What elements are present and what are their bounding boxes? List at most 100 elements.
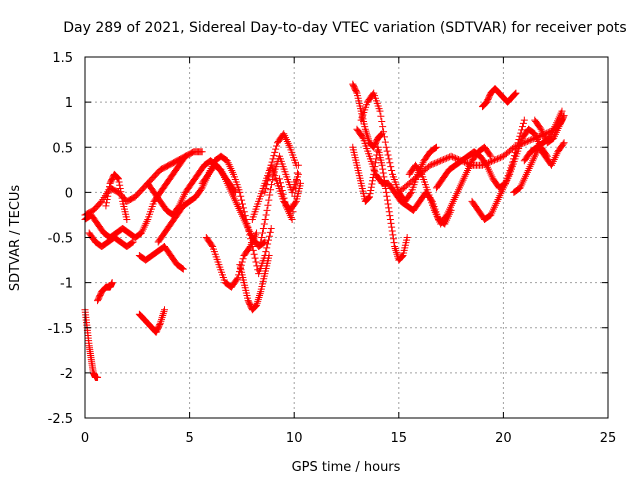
data-point — [558, 107, 566, 115]
data-point — [464, 159, 472, 167]
data-point — [443, 154, 451, 162]
series-sat-r — [349, 80, 386, 151]
data-point — [116, 181, 124, 189]
data-point — [158, 313, 166, 321]
data-point — [519, 123, 527, 131]
data-point — [465, 160, 473, 168]
data-point — [127, 239, 135, 247]
data-point — [178, 264, 186, 272]
data-point — [256, 290, 264, 298]
data-point — [380, 173, 388, 181]
data-point — [367, 186, 375, 194]
data-point — [160, 308, 168, 316]
data-point — [114, 174, 122, 182]
data-point — [383, 196, 391, 204]
data-point — [358, 133, 366, 141]
data-point — [525, 137, 533, 145]
x-tick-label: 0 — [81, 431, 89, 446]
data-point — [108, 279, 116, 287]
data-point — [382, 143, 390, 151]
data-point — [392, 248, 400, 256]
data-point — [103, 199, 111, 207]
data-point — [293, 169, 301, 177]
data-point — [118, 194, 126, 202]
data-point — [260, 220, 268, 228]
data-point — [368, 180, 376, 188]
data-point — [398, 253, 406, 261]
data-point — [260, 239, 268, 247]
data-point — [247, 235, 255, 243]
data-point — [246, 231, 254, 239]
data-point — [248, 243, 256, 251]
data-point — [259, 224, 267, 232]
y-tick-label: -0.5 — [48, 232, 73, 247]
data-point — [272, 145, 280, 153]
x-tick-label: 10 — [286, 431, 303, 446]
data-point — [264, 236, 272, 244]
data-point — [383, 147, 391, 155]
data-point — [382, 188, 390, 196]
data-point — [450, 154, 458, 162]
series-sat-bb — [510, 139, 568, 196]
series-sat-j — [154, 161, 269, 251]
x-tick-label: 25 — [600, 431, 617, 446]
data-point — [270, 152, 278, 160]
data-point — [160, 306, 168, 314]
data-point — [263, 181, 271, 189]
data-point — [379, 165, 387, 173]
data-point — [495, 154, 503, 162]
data-point — [490, 156, 498, 164]
y-tick-label: -2.5 — [48, 412, 73, 427]
data-point — [94, 373, 102, 381]
grid — [85, 57, 608, 418]
data-point — [378, 161, 386, 169]
data-point — [266, 191, 274, 199]
data-point — [379, 169, 387, 177]
data-point — [102, 202, 110, 210]
data-point — [261, 188, 269, 196]
series-sat-i — [144, 157, 240, 219]
data-point — [378, 117, 386, 125]
data-point — [492, 155, 500, 163]
data-point — [179, 265, 187, 273]
data-point — [267, 186, 275, 194]
data-point — [281, 198, 289, 206]
data-point — [238, 200, 246, 208]
data-point — [198, 148, 206, 156]
data-point — [406, 190, 414, 198]
data-point — [352, 88, 360, 96]
data-point — [369, 177, 377, 185]
data-point — [259, 229, 267, 237]
series-sat-n — [248, 130, 300, 223]
axis-ticks: 0 5 10 15 20 25 -2.5 -2 -1.5 -1 -0.5 0 0.5 1 1.5 — [48, 51, 617, 446]
data-points — [81, 80, 568, 381]
data-point — [364, 194, 372, 202]
data-point — [181, 154, 189, 162]
data-point — [387, 219, 395, 227]
data-point — [493, 155, 501, 163]
data-point — [487, 152, 495, 160]
data-point — [264, 201, 272, 209]
data-point — [511, 90, 519, 98]
data-point — [265, 232, 273, 240]
data-point — [388, 166, 396, 174]
data-point — [264, 173, 272, 181]
y-tick-label: 1 — [65, 96, 73, 111]
data-point — [388, 223, 396, 231]
data-point — [431, 159, 439, 167]
data-point — [434, 158, 442, 166]
data-point — [252, 258, 260, 266]
data-point — [487, 157, 495, 165]
data-point — [233, 275, 241, 283]
data-point — [388, 227, 396, 235]
y-tick-label: -1 — [60, 277, 73, 292]
data-point — [156, 321, 164, 329]
data-point — [247, 239, 255, 247]
y-tick-label: 0.5 — [52, 141, 73, 156]
data-point — [158, 315, 166, 323]
x-axis-label: GPS time / hours — [292, 460, 401, 475]
data-point — [277, 183, 285, 191]
data-point — [267, 224, 275, 232]
data-point — [289, 208, 297, 216]
data-point — [263, 206, 271, 214]
